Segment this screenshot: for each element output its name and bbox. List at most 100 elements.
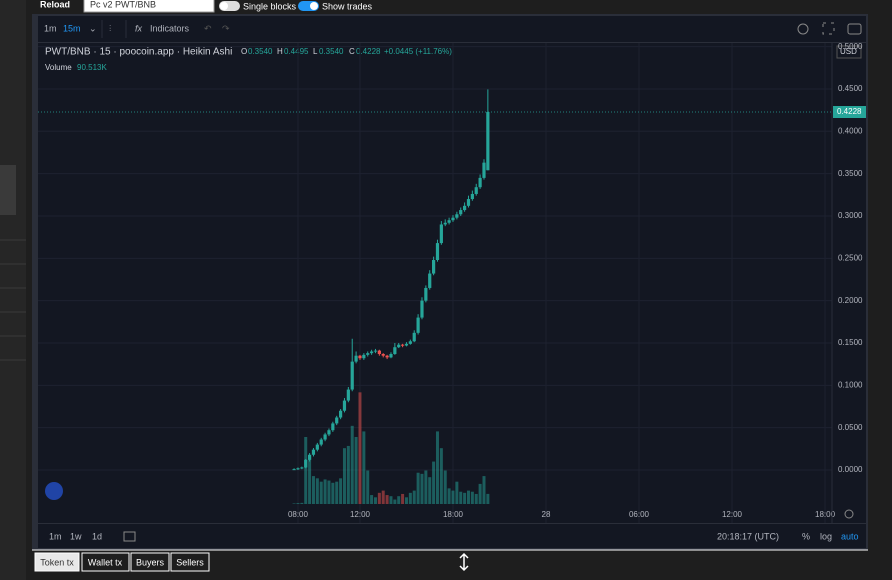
currency-select[interactable] (836, 45, 862, 59)
y-tick-label: 0.1500 (838, 338, 863, 347)
o-label: O (241, 47, 247, 56)
volume-bar (459, 491, 463, 504)
range-button[interactable]: 1w (70, 531, 82, 541)
tab-label: Wallet tx (88, 557, 123, 567)
toggle-knob (310, 2, 318, 10)
indicators-button[interactable]: Indicators (150, 23, 190, 33)
volume-bar (432, 461, 436, 504)
volume-bar (296, 503, 300, 504)
x-tick-label: 18:00 (815, 510, 836, 519)
volume-bar (455, 481, 459, 504)
candle-body (474, 187, 478, 194)
volume-bar (354, 437, 358, 504)
bottom-bar (38, 524, 866, 548)
candle-body (335, 417, 339, 424)
tab[interactable] (34, 552, 80, 572)
volume-bar (335, 481, 339, 504)
volume-label: Volume (45, 63, 72, 72)
volume-bar (416, 472, 420, 504)
volume-bar (389, 496, 393, 504)
volume-bar (447, 488, 451, 504)
c-label: C (349, 47, 355, 56)
volume-bar (424, 470, 428, 504)
candle-body (304, 459, 308, 468)
candle-body (463, 205, 467, 211)
fullscreen-icon[interactable] (822, 22, 835, 35)
candle-body (432, 260, 436, 274)
candle-body (478, 177, 482, 188)
clock: 20:18:17 (UTC) (717, 531, 779, 541)
sidebar-lines (0, 239, 26, 361)
candle-body (300, 467, 304, 469)
chart-type-icon[interactable]: ⫶ (109, 23, 111, 33)
volume-bar (408, 492, 412, 504)
last-price-label: 0.4228 (837, 107, 862, 116)
candle-body (447, 220, 451, 223)
candle-body (377, 350, 381, 354)
volume-bar (420, 473, 424, 504)
percent-button[interactable]: % (802, 531, 810, 541)
undo[interactable]: ↶ (204, 23, 212, 33)
tab[interactable] (130, 552, 170, 572)
candle-body (393, 347, 397, 354)
volume-bar (377, 492, 381, 504)
plot-area (38, 43, 866, 523)
reload-button[interactable]: Reload (40, 0, 70, 9)
candle-body (369, 351, 374, 354)
fx-icon: fx (135, 23, 143, 33)
x-tick-label: 12:00 (722, 510, 743, 519)
camera-icon[interactable] (847, 23, 862, 35)
candle-body (354, 355, 358, 362)
redo[interactable]: ↷ (222, 23, 230, 33)
volume-bar (482, 476, 486, 504)
settings-icon[interactable] (797, 23, 809, 35)
toggle-knob (220, 2, 228, 10)
tab-label: Token tx (40, 557, 74, 567)
volume-bar (358, 392, 362, 504)
candle-body (350, 361, 354, 390)
candle-body (435, 243, 440, 261)
auto-button[interactable]: auto (841, 531, 859, 541)
volume-bar (439, 448, 443, 504)
interval-button[interactable]: 1m (44, 23, 57, 33)
volume-bar (311, 476, 315, 504)
candle-body (307, 454, 312, 460)
l-label: L (313, 47, 318, 56)
candle-body (311, 449, 316, 455)
log-button[interactable]: log (820, 531, 832, 541)
volume-bar (478, 483, 482, 504)
candle-body (342, 400, 347, 411)
y-tick-label: 0.4500 (838, 84, 863, 93)
volume-bar (443, 470, 447, 504)
range-button[interactable]: 1m (49, 531, 62, 541)
o-value: 0.3540 (248, 47, 273, 56)
volume-bar (339, 478, 343, 504)
range-button[interactable]: 1d (92, 531, 102, 541)
tab[interactable] (81, 552, 130, 572)
volume-bar (463, 492, 467, 504)
volume-bar (327, 480, 331, 504)
date-range-icon[interactable] (123, 531, 136, 542)
volume-bar (319, 481, 323, 504)
volume-bar (397, 496, 401, 504)
currency: USD (840, 47, 857, 56)
volume-bar (362, 431, 366, 504)
volume-bar (466, 490, 470, 504)
tab[interactable] (170, 552, 210, 572)
pair-select[interactable] (83, 0, 215, 13)
dropdown[interactable]: ⌄ (89, 23, 97, 33)
candle-body (486, 112, 490, 171)
volume-bar (404, 497, 408, 504)
resize-handle[interactable] (459, 552, 469, 572)
candle-body (327, 430, 331, 435)
candle-body (428, 273, 432, 288)
l-value: 0.3540 (319, 47, 344, 56)
y-tick-label: 0.2000 (838, 296, 863, 305)
tab-label: Buyers (136, 557, 165, 567)
x-tick-label: 08:00 (288, 510, 309, 519)
logo (45, 482, 63, 500)
axis-settings[interactable] (844, 509, 854, 519)
interval-button[interactable]: 15m (63, 23, 81, 33)
volume-bar (428, 477, 432, 504)
